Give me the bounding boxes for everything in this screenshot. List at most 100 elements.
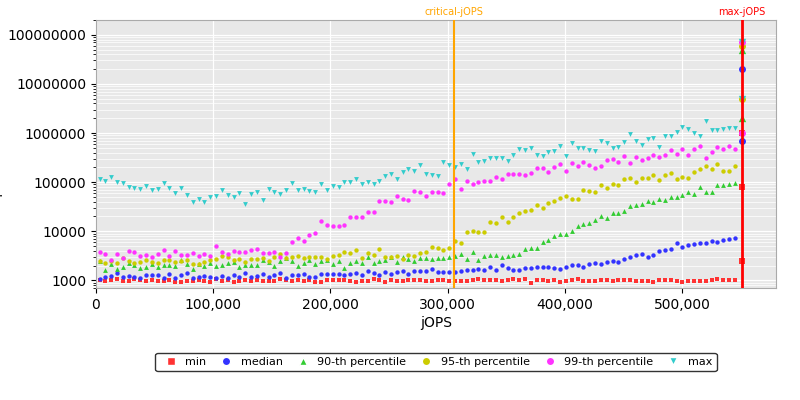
Point [274,258,286,264]
Point [309,274,322,280]
Point [280,255,293,262]
Point [647,199,660,205]
Point [717,182,730,188]
Point [250,262,263,268]
Point [694,278,706,284]
Point [250,256,263,263]
Point [350,270,362,276]
Point [158,274,170,281]
Point [332,277,345,284]
Point [600,277,613,283]
Point [736,130,749,136]
Point [158,257,170,263]
Point [204,194,217,200]
Point [303,232,316,239]
Point [688,146,701,152]
Point [554,266,566,272]
Point [151,185,164,192]
Point [454,240,467,246]
Point [110,179,123,185]
Point [326,276,339,283]
Point [140,272,153,278]
Point [635,175,648,181]
Point [362,178,374,185]
Point [396,278,409,284]
Point [274,191,286,198]
Point [233,249,246,256]
Point [163,256,176,263]
Point [518,147,531,153]
Point [478,277,490,284]
Point [117,263,130,270]
Point [624,131,637,137]
Point [332,270,345,277]
Point [105,277,118,283]
Point [250,189,263,195]
Point [577,221,590,227]
Point [297,260,310,267]
Point [414,189,426,195]
Point [169,279,182,285]
Point [478,158,490,164]
Point [647,252,660,258]
Point [437,246,450,253]
Point [186,278,199,284]
Point [414,254,426,261]
Point [146,254,158,260]
Point [192,274,205,280]
Point [239,262,252,268]
Point [630,202,642,208]
Point [530,202,543,208]
Point [256,278,269,284]
Point [181,278,194,284]
Point [321,256,334,262]
Point [694,240,706,246]
Point [239,201,252,208]
Point [245,278,258,284]
Point [653,177,666,183]
Point [612,277,625,283]
Point [454,186,467,192]
Point [577,187,590,193]
Point [711,239,724,245]
Point [460,166,473,172]
Point [624,276,637,283]
Point [309,279,322,285]
Point [658,152,671,158]
Point [396,168,409,175]
Point [653,277,666,283]
Point [181,192,194,198]
Point [146,259,158,265]
Point [419,192,432,199]
Point [350,258,362,264]
Point [566,228,578,234]
Point [548,265,561,272]
Point [670,129,683,135]
Point [408,187,421,194]
Point [717,237,730,243]
Point [542,237,555,243]
Point [688,240,701,247]
Point [326,271,339,277]
Point [128,276,141,282]
Point [402,252,415,258]
Point [146,261,158,267]
Point [181,252,194,259]
Point [297,238,310,244]
Legend: min, median, 90-th percentile, 95-th percentile, 99-th percentile, max: min, median, 90-th percentile, 95-th per… [155,352,717,372]
Point [122,277,135,284]
Point [548,233,561,240]
Point [309,230,322,236]
Point [321,277,334,284]
Point [274,276,286,282]
Point [577,145,590,152]
Point [618,277,630,284]
Point [653,144,666,150]
Point [443,162,456,168]
Point [286,272,298,278]
Point [198,273,211,279]
Point [443,245,456,251]
Point [722,277,735,283]
Point [449,269,462,275]
Point [711,182,724,188]
